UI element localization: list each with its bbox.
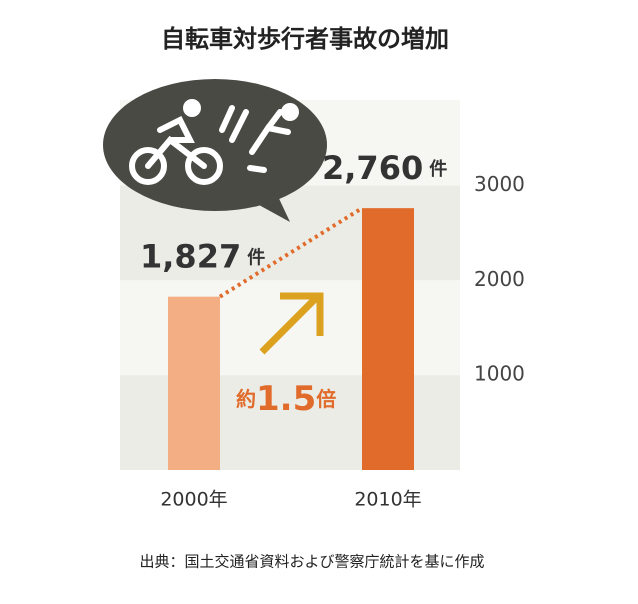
bar <box>362 208 414 470</box>
annotation-part: 倍 <box>316 387 336 411</box>
x-tick-label: 2010年 <box>354 489 421 511</box>
bar <box>168 296 220 470</box>
x-tick-label: 2000年 <box>160 489 227 511</box>
annotation: 約1.5倍 <box>236 379 336 419</box>
y-tick-label: 3000 <box>474 172 525 196</box>
source: 出典：国土交通省資料および警察庁統計を基に作成 <box>139 553 484 571</box>
trend-arrow <box>259 292 324 355</box>
y-tick-label: 1000 <box>474 362 525 386</box>
speech-bubble <box>103 79 327 222</box>
value-label-number: 2,760 <box>322 149 423 187</box>
value-label: 1,827 件 <box>140 238 265 276</box>
annotation-part: 約 <box>236 387 256 411</box>
value-label-unit: 件 <box>247 247 265 269</box>
annotation-part: 1.5 <box>256 379 316 419</box>
value-label-unit: 件 <box>429 158 447 180</box>
chart-title: 自転車対歩行者事故の増加 <box>161 25 449 53</box>
y-tick-label: 2000 <box>474 267 525 291</box>
value-label-number: 1,827 <box>140 238 241 276</box>
value-label: 2,760 件 <box>322 149 447 187</box>
